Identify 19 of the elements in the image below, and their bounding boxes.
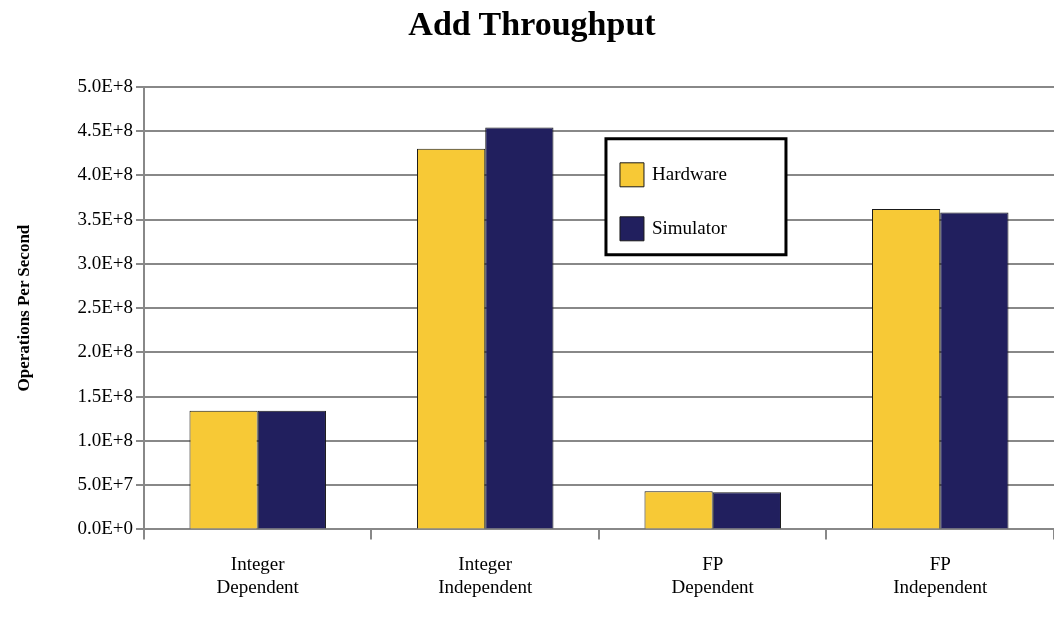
x-tick-label: Integer Independent bbox=[438, 552, 533, 597]
y-tick-label: 1.5E+8 bbox=[77, 384, 133, 406]
legend-label: Simulator bbox=[651, 216, 728, 238]
y-tick-label: 4.5E+8 bbox=[77, 119, 133, 141]
y-tick-label: 0.0E+0 bbox=[77, 517, 133, 539]
chart-title: Add Throughput bbox=[408, 5, 657, 43]
legend-label: Hardware bbox=[651, 162, 727, 184]
x-tick-label: FP Independent bbox=[893, 552, 988, 597]
y-tick-label: 2.5E+8 bbox=[77, 296, 133, 318]
y-tick-label: 5.0E+8 bbox=[77, 74, 133, 96]
y-axis-title: Operations Per Second bbox=[13, 224, 33, 392]
y-tick-label: 3.5E+8 bbox=[77, 207, 133, 229]
y-tick-label: 5.0E+7 bbox=[77, 473, 133, 495]
y-tick-label: 3.0E+8 bbox=[77, 251, 133, 273]
y-tick-label: 4.0E+8 bbox=[77, 163, 133, 185]
x-tick-label: Integer Dependent bbox=[216, 552, 300, 597]
y-tick-label: 2.0E+8 bbox=[77, 340, 133, 362]
y-tick-label: 1.0E+8 bbox=[77, 428, 133, 450]
x-tick-label: FP Dependent bbox=[671, 552, 755, 597]
